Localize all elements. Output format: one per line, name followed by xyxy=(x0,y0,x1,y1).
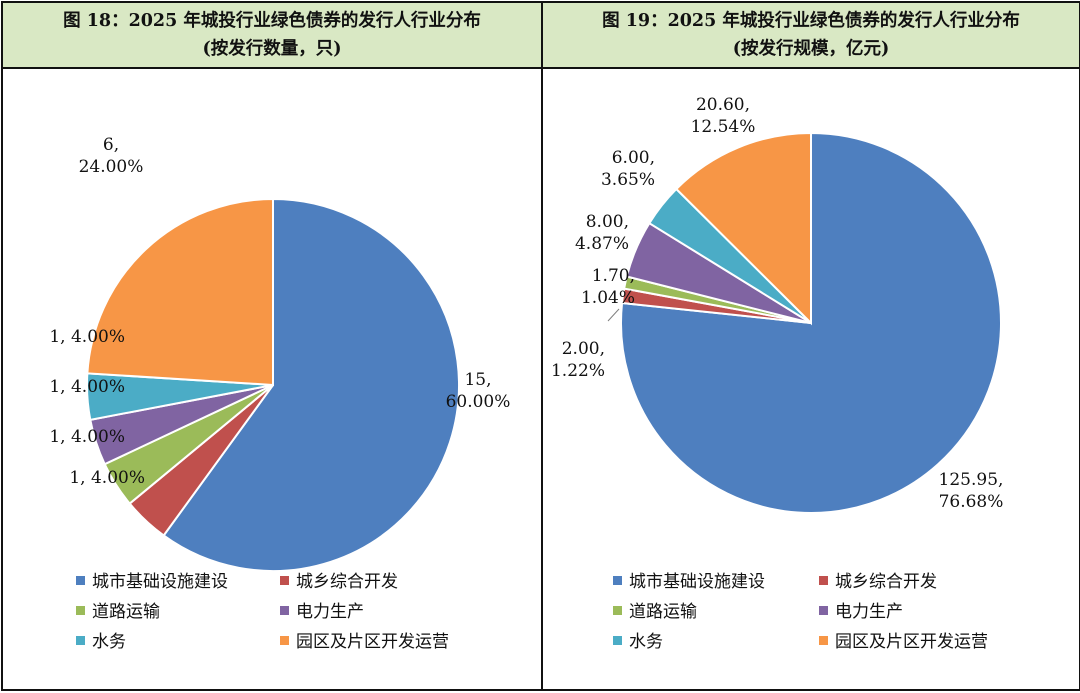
chart-19-header: 图 19：2025 年城投行业绿色债券的发行人行业分布 (按发行规模，亿元) xyxy=(543,3,1079,69)
chart-18-slice-0 xyxy=(162,197,460,572)
chart-19-data-label-0: 125.95, 76.68% xyxy=(939,470,1004,512)
chart-18-data-label-4: 1, 4.00% xyxy=(49,327,125,347)
chart-19-legend-label-1: 城乡综合开发 xyxy=(835,572,937,592)
chart-19-data-label-5: 20.60, 12.54% xyxy=(691,95,756,137)
chart-18: 15, 60.00% 1, 4.00% 1, 4.00% 1, 4.00% 1, 4.00… xyxy=(3,69,541,689)
chart-19-legend-label-0: 城市基础设施建设 xyxy=(629,572,765,592)
chart-19-slice-5 xyxy=(674,131,812,326)
chart-18-legend-swatch-1 xyxy=(280,576,289,585)
chart-18-legend-label-1: 城乡综合开发 xyxy=(296,572,398,592)
chart-19-legend-swatch-1 xyxy=(819,576,828,585)
chart-18-legend-label-5: 园区及片区开发运营 xyxy=(296,632,449,652)
chart-18-pie: 15, 60.00% 1, 4.00% 1, 4.00% 1, 4.00% 1, 4.00… xyxy=(49,135,511,652)
chart-18-header: 图 18：2025 年城投行业绿色债券的发行人行业分布 (按发行数量，只) xyxy=(3,3,541,69)
chart-19-data-label-4: 6.00, 3.65% xyxy=(601,148,655,190)
chart-18-legend-swatch-2 xyxy=(76,606,85,615)
chart-19-legend-label-3: 电力生产 xyxy=(835,602,903,622)
chart-18-legend-swatch-0 xyxy=(76,576,85,585)
chart-18-data-label-1: 1, 4.00% xyxy=(69,468,145,488)
chart-19: 125.95, 76.68% 2.00, 1.22% 1.70, 1.04% 8.00, 4.… xyxy=(543,69,1079,689)
chart-18-legend-swatch-5 xyxy=(280,636,289,645)
chart-19-legend-label-5: 园区及片区开发运营 xyxy=(835,632,988,652)
chart-19-legend-swatch-0 xyxy=(613,576,622,585)
chart-18-title: 图 18：2025 年城投行业绿色债券的发行人行业分布 xyxy=(63,11,481,31)
chart-19-data-label-1: 2.00, 1.22% xyxy=(551,339,605,381)
chart-18-legend-label-2: 道路运输 xyxy=(92,602,160,622)
chart-19-title: 图 19：2025 年城投行业绿色债券的发行人行业分布 xyxy=(602,11,1020,31)
chart-18-data-label-2: 1, 4.00% xyxy=(49,427,125,447)
chart-19-data-label-2: 1.70, 1.04% xyxy=(581,266,635,308)
chart-19-subtitle: (按发行规模，亿元) xyxy=(732,39,890,59)
chart-18-data-label-0: 15, 60.00% xyxy=(446,370,511,412)
chart-18-data-label-3: 1, 4.00% xyxy=(49,377,125,397)
chart-18-subtitle: (按发行数量，只) xyxy=(202,39,342,59)
chart-18-legend-swatch-3 xyxy=(280,606,289,615)
chart-19-pie: 125.95, 76.68% 2.00, 1.22% 1.70, 1.04% 8.00, 4.… xyxy=(551,95,1004,652)
chart-19-legend-label-4: 水务 xyxy=(629,632,663,652)
chart-19-legend-label-2: 道路运输 xyxy=(629,602,697,622)
chart-19-legend-swatch-3 xyxy=(819,606,828,615)
chart-18-legend-label-0: 城市基础设施建设 xyxy=(92,572,228,592)
chart-18-legend-label-3: 电力生产 xyxy=(296,602,364,622)
chart-19-legend-swatch-4 xyxy=(613,636,622,645)
chart-18-legend-swatch-4 xyxy=(76,636,85,645)
chart-18-legend-label-4: 水务 xyxy=(92,632,126,652)
panel-divider xyxy=(541,3,543,689)
chart-18-slice-5 xyxy=(86,197,274,387)
chart-19-data-label-3: 8.00, 4.87% xyxy=(575,212,629,254)
chart-19-legend-swatch-2 xyxy=(613,606,622,615)
chart-18-data-label-5: 6, 24.00% xyxy=(79,135,144,177)
chart-19-legend-swatch-5 xyxy=(819,636,828,645)
chart-19-leader-1 xyxy=(607,308,620,322)
